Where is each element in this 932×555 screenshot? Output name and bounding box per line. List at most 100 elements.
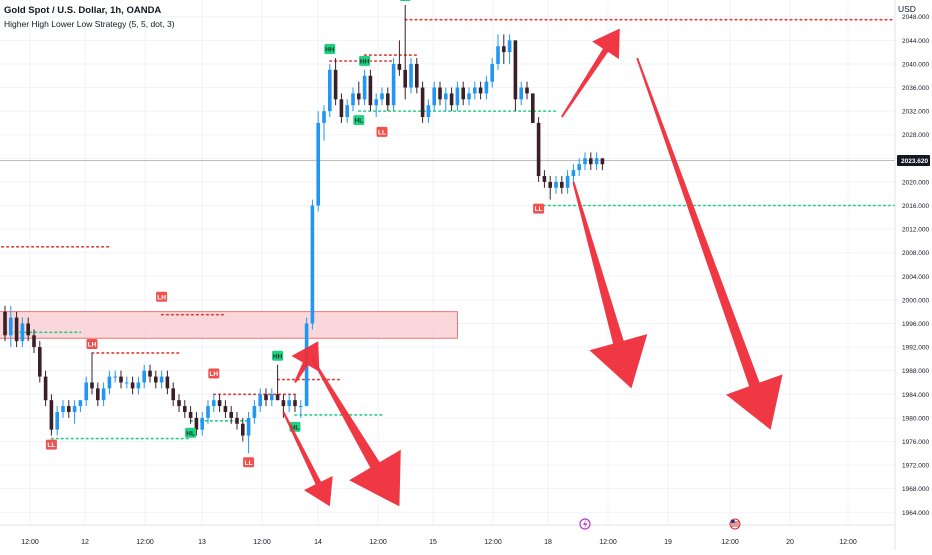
marker-lh: LH	[87, 339, 98, 349]
price-tick-label: 2028.000	[902, 132, 929, 139]
marker-label: LH	[209, 371, 218, 378]
candle-body	[519, 88, 523, 100]
candle	[583, 152, 587, 170]
candle-body	[427, 105, 431, 117]
candle-body	[137, 382, 141, 388]
candle-body	[543, 176, 547, 182]
indicator-label[interactable]: Higher High Lower Low Strategy (5, 5, do…	[4, 18, 175, 30]
marker-lh: LH	[208, 368, 219, 378]
candle-body	[258, 394, 262, 406]
candle	[572, 164, 576, 182]
marker-ll: LL	[46, 440, 57, 450]
candle-body	[432, 88, 436, 106]
candle-body	[113, 377, 117, 378]
candle	[386, 88, 390, 112]
candle	[554, 176, 558, 194]
forecast-arrow	[283, 412, 333, 507]
candle-body	[316, 123, 320, 206]
candle-body	[96, 388, 100, 400]
candle-body	[206, 406, 210, 418]
candle	[543, 170, 547, 188]
candle-body	[328, 70, 332, 111]
price-tick-label: 2020.000	[902, 179, 929, 186]
candle-body	[496, 46, 500, 64]
marker-hl: HL	[185, 428, 196, 438]
price-tick-label: 1988.000	[902, 368, 929, 375]
candle-body	[456, 88, 460, 106]
time-tick-label: 12	[81, 539, 89, 546]
time-tick-label: 19	[664, 539, 672, 546]
candle-body	[421, 88, 425, 117]
candle	[322, 105, 326, 140]
candle	[50, 394, 54, 435]
candle	[450, 88, 454, 112]
candle-body	[340, 99, 344, 117]
candle	[177, 394, 181, 412]
time-tick-label: 20	[786, 539, 794, 546]
candle	[328, 64, 332, 117]
candle-body	[374, 99, 378, 105]
candle	[502, 34, 506, 63]
candle-body	[566, 176, 570, 188]
candle	[108, 371, 112, 395]
marker-hl: HL	[353, 115, 364, 125]
candle-body	[264, 394, 268, 400]
candle	[253, 400, 257, 424]
price-tick-label: 1992.000	[902, 345, 929, 352]
candle	[270, 388, 274, 406]
price-tick-label: 2032.000	[902, 109, 929, 116]
candle	[496, 34, 500, 69]
candle	[409, 58, 413, 93]
candle	[264, 388, 268, 406]
candle-body	[148, 371, 152, 377]
event-icons	[580, 519, 740, 529]
marker-label: HH	[360, 58, 370, 65]
candle	[119, 371, 123, 389]
marker-ll: LL	[377, 127, 388, 137]
candle	[380, 88, 384, 106]
marker-hh: HH	[400, 0, 411, 1]
candle	[560, 176, 564, 194]
price-tick-label: 1968.000	[902, 486, 929, 493]
price-tick-label: 2004.000	[902, 274, 929, 281]
candle	[235, 412, 239, 430]
currency-label[interactable]: USD	[898, 4, 916, 14]
candle-body	[450, 93, 454, 105]
time-tick-label: 12:00	[253, 539, 271, 546]
candle-body	[142, 371, 146, 383]
price-tick-label: 1964.000	[902, 510, 929, 517]
symbol-title[interactable]: Gold Spot / U.S. Dollar, 1h, OANDA	[4, 4, 175, 18]
candle	[67, 400, 71, 418]
candle-body	[537, 123, 541, 176]
candle-body	[415, 64, 419, 88]
candle-body	[334, 70, 338, 99]
candle	[44, 371, 48, 406]
candle	[160, 371, 164, 389]
current-price-label: 2023.620	[901, 158, 928, 165]
candle-body	[235, 418, 239, 424]
candle-body	[345, 105, 349, 117]
time-tick-label: 15	[429, 539, 437, 546]
candle-body	[154, 377, 158, 383]
candle	[537, 117, 541, 182]
candle	[61, 400, 65, 418]
chart-header: Gold Spot / U.S. Dollar, 1h, OANDA Highe…	[4, 4, 175, 30]
candle-body	[102, 388, 106, 400]
candle	[601, 158, 605, 170]
marker-label: HL	[186, 430, 195, 437]
candle-body	[9, 318, 13, 336]
time-tick-label: 12:00	[136, 539, 154, 546]
marker-lh: LH	[156, 292, 167, 302]
candle-body	[270, 394, 274, 400]
candle-body	[15, 318, 19, 342]
candle	[351, 88, 355, 112]
candle	[548, 176, 552, 200]
candle	[398, 40, 402, 75]
candle-body	[21, 323, 25, 341]
candle-body	[160, 377, 164, 383]
candle-body	[229, 412, 233, 418]
price-tick-label: 1984.000	[902, 392, 929, 399]
